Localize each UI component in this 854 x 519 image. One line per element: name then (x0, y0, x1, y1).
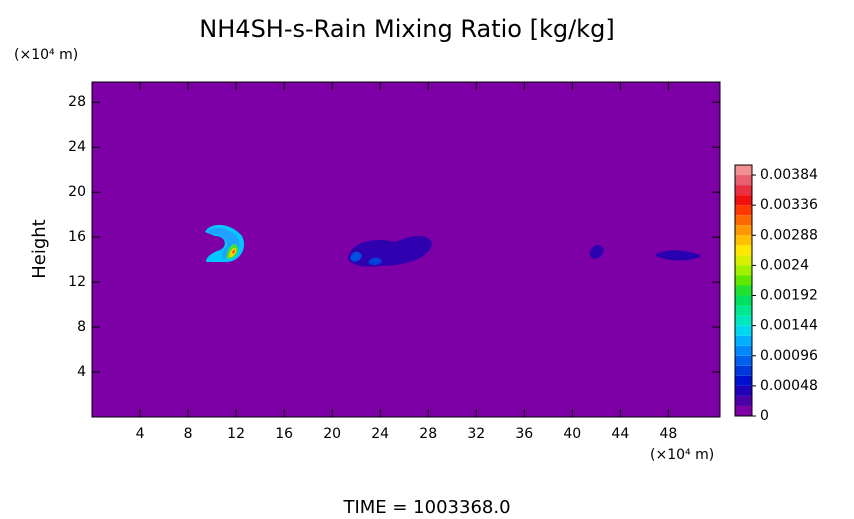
colorbar-tick-label: 0.00192 (760, 288, 818, 304)
colorbar-frame (734, 164, 753, 417)
feature (656, 250, 702, 261)
colorbar-band (735, 395, 752, 406)
y-tick-label: 28 (68, 94, 86, 110)
y-tick-label: 12 (68, 274, 86, 290)
x-tick-label: 24 (371, 426, 389, 442)
y-tick-label: 8 (77, 319, 86, 335)
colorbar-band (735, 165, 752, 176)
colorbar-band (735, 195, 752, 206)
colorbar-tick-label: 0.00384 (760, 167, 818, 183)
colorbar-band (735, 265, 752, 276)
x-tick-label: 48 (659, 426, 677, 442)
plot-frame (91, 81, 721, 418)
x-tick-label: 4 (136, 426, 145, 442)
colorbar-band (735, 315, 752, 326)
colorbar-tick-label: 0.00336 (760, 197, 818, 213)
colorbar-band (735, 275, 752, 286)
y-tick-label: 16 (68, 229, 86, 245)
colorbar-band (735, 345, 752, 356)
y-tick-label: 24 (68, 139, 86, 155)
y-tick-label: 4 (77, 364, 86, 380)
colorbar-band (735, 365, 752, 376)
colorbar-tick-label: 0.0024 (760, 257, 809, 273)
colorbar-band (735, 235, 752, 246)
colorbar-band (735, 185, 752, 196)
x-tick-label: 36 (515, 426, 533, 442)
x-tick-label: 40 (563, 426, 581, 442)
colorbar-band (735, 325, 752, 336)
colorbar-tick-label: 0.00144 (760, 318, 818, 334)
y-axis-label: Height (29, 219, 50, 279)
colorbar-band (735, 245, 752, 256)
colorbar-tick-label: 0.00048 (760, 378, 818, 394)
x-tick-label: 12 (227, 426, 245, 442)
colorbar-tick-label: 0.00096 (760, 348, 818, 364)
chart-title: NH4SH-s-Rain Mixing Ratio [kg/kg] (199, 15, 614, 43)
x-tick-label: 44 (611, 426, 629, 442)
colorbar-band (735, 295, 752, 306)
x-unit-label: (×10⁴ m) (650, 447, 714, 463)
x-tick-label: 20 (323, 426, 341, 442)
colorbar-band (735, 255, 752, 266)
x-tick-label: 32 (467, 426, 485, 442)
field-features (205, 224, 702, 267)
x-tick-label: 16 (275, 426, 293, 442)
feature (232, 249, 235, 254)
colorbar-band (735, 335, 752, 346)
colorbar-band (735, 285, 752, 296)
feature (590, 245, 604, 259)
colorbar-band (735, 405, 752, 416)
colorbar-band (735, 305, 752, 316)
footer: TIME = 1003368.0 (342, 497, 510, 518)
feature (350, 251, 362, 262)
colorbar-band (735, 225, 752, 236)
colorbar-tick-label: 0 (760, 408, 769, 424)
colorbar-band (735, 205, 752, 216)
y-tick-label: 20 (68, 184, 86, 200)
colorbar-band (735, 175, 752, 186)
feature (368, 257, 382, 265)
colorbar-band (735, 355, 752, 366)
x-tick-label: 8 (184, 426, 193, 442)
colorbar-band (735, 385, 752, 396)
colorbar-band (735, 375, 752, 386)
feature (348, 235, 432, 267)
x-tick-label: 28 (419, 426, 437, 442)
colorbar-band (735, 215, 752, 226)
y-unit-label: (×10⁴ m) (14, 47, 78, 63)
colorbar-tick-label: 0.00288 (760, 227, 818, 243)
